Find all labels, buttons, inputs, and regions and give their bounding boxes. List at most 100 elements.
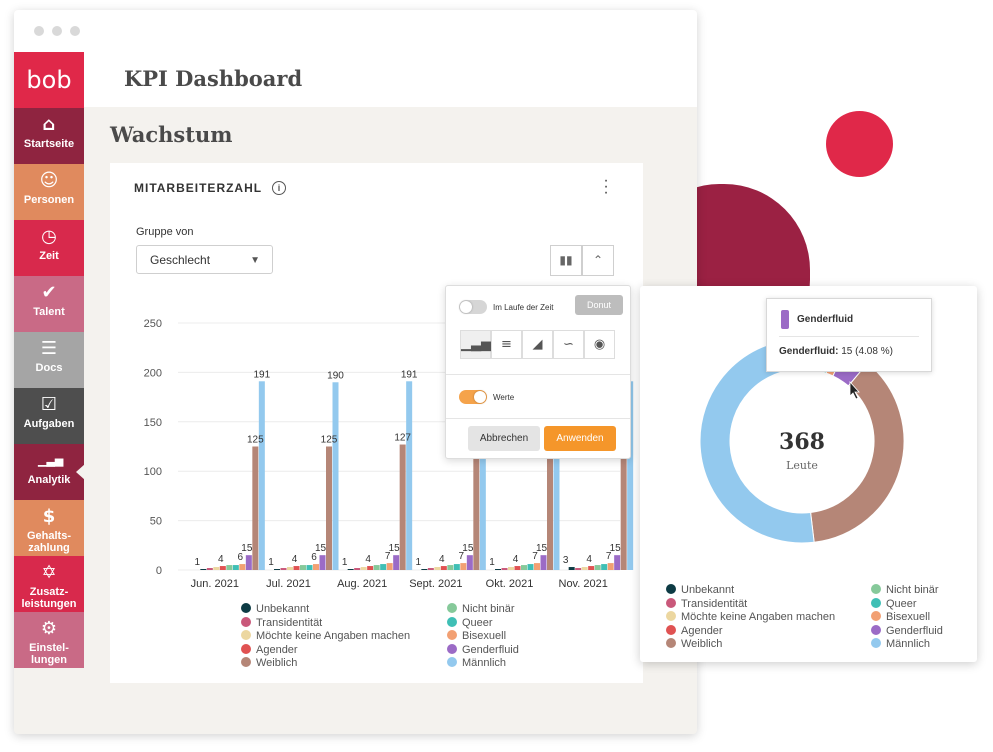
horizontal-bar-type-button[interactable]: ≡ (491, 330, 522, 359)
bar-unbekannt[interactable] (495, 569, 501, 570)
bar-möchte-keine-angaben-machen[interactable] (287, 567, 293, 570)
legend-item[interactable]: Nicht binär (871, 584, 939, 597)
bar-queer[interactable] (601, 564, 608, 570)
bar-unbekannt[interactable] (200, 569, 207, 570)
values-toggle[interactable] (459, 390, 487, 404)
sidebar-item-zusatzleistungen[interactable]: ✡ Zusatz- leistungen (14, 556, 84, 612)
bob-logo[interactable]: bob (14, 52, 84, 108)
legend-item[interactable]: Weiblich (241, 657, 297, 670)
legend-item[interactable]: Bisexuell (871, 611, 930, 624)
bar-agender[interactable] (588, 566, 595, 570)
bar-weiblich[interactable] (252, 446, 259, 571)
chart-type-button[interactable]: ▮▮ (550, 245, 582, 276)
bar-agender[interactable] (440, 566, 447, 570)
legend-item[interactable]: Queer (871, 597, 917, 611)
bar-agender[interactable] (219, 566, 226, 570)
bar-transidentität[interactable] (354, 568, 361, 570)
line-type-button[interactable]: ∽ (553, 330, 584, 359)
bar-unbekannt[interactable] (274, 569, 280, 570)
bar-transidentität[interactable] (280, 568, 287, 570)
bar-genderfluid[interactable] (393, 555, 400, 570)
bar-nicht-binär[interactable] (226, 565, 233, 570)
bar-weiblich[interactable] (547, 444, 553, 570)
legend-item[interactable]: Nicht binär (447, 603, 515, 616)
bar-queer[interactable] (306, 565, 313, 570)
legend-item[interactable]: Transidentität (666, 597, 747, 611)
group-by-select[interactable]: Geschlecht ▼ (136, 245, 273, 274)
legend-item[interactable]: Transidentität (241, 616, 322, 630)
bar-agender[interactable] (367, 566, 374, 570)
bar-bisexuell[interactable] (386, 563, 393, 570)
legend-item[interactable]: Agender (241, 643, 298, 657)
bar-männlich[interactable] (479, 381, 486, 570)
bar-transidentität[interactable] (206, 568, 213, 570)
bar-genderfluid[interactable] (540, 555, 547, 570)
bar-männlich[interactable] (258, 381, 265, 570)
sidebar-item-aufgaben[interactable]: ☑ Aufgaben (14, 388, 84, 444)
legend-item[interactable]: Möchte keine Angaben machen (666, 611, 835, 624)
sidebar-item-einstellungen[interactable]: ⚙ Einstel- lungen (14, 612, 84, 668)
collapse-button[interactable]: ⌃ (582, 245, 614, 276)
legend-item[interactable]: Männlich (871, 638, 930, 651)
bar-nicht-binär[interactable] (594, 565, 601, 570)
legend-item[interactable]: Möchte keine Angaben machen (241, 630, 410, 643)
bar-genderfluid[interactable] (245, 555, 252, 570)
bar-transidentität[interactable] (501, 568, 508, 570)
bar-möchte-keine-angaben-machen[interactable] (360, 567, 367, 570)
over-time-toggle[interactable] (459, 300, 487, 314)
legend-item[interactable]: Queer (447, 616, 493, 630)
legend-item[interactable]: Bisexuell (447, 630, 506, 643)
legend-item[interactable]: Unbekannt (241, 603, 309, 616)
more-options-icon[interactable]: · · · (603, 172, 609, 201)
bar-bisexuell[interactable] (313, 564, 319, 570)
legend-item[interactable]: Agender (666, 624, 723, 638)
sidebar-item-startseite[interactable]: ⌂ Startseite (14, 108, 84, 164)
bar-agender[interactable] (514, 566, 521, 570)
legend-item[interactable]: Weiblich (666, 638, 722, 651)
legend-item[interactable]: Unbekannt (666, 584, 734, 597)
bar-nicht-binär[interactable] (373, 565, 380, 570)
sidebar-item-gehaltszahlung[interactable]: $ Gehalts- zahlung (14, 500, 84, 556)
sidebar-item-zeit[interactable]: ◷ Zeit (14, 220, 84, 276)
bar-queer[interactable] (232, 565, 239, 570)
bar-transidentität[interactable] (575, 568, 582, 570)
bar-agender[interactable] (293, 566, 300, 570)
sidebar-item-docs[interactable]: ☰ Docs (14, 332, 84, 388)
bar-männlich[interactable] (332, 382, 339, 570)
sidebar-item-personen[interactable]: ☺ Personen (14, 164, 84, 220)
slice-weiblich[interactable] (810, 362, 905, 543)
sidebar-item-analytik[interactable]: ▁▃▅ Analytik (14, 444, 85, 500)
area-type-button[interactable]: ◢ (522, 330, 553, 359)
bar-type-button[interactable]: ▁▃▅ (460, 330, 491, 359)
bar-bisexuell[interactable] (460, 563, 467, 570)
bar-weiblich[interactable] (473, 444, 480, 570)
legend-item[interactable]: Genderfluid (447, 643, 519, 657)
bar-queer[interactable] (453, 564, 460, 570)
bar-unbekannt[interactable] (347, 569, 354, 570)
bar-weiblich[interactable] (620, 444, 627, 570)
bar-genderfluid[interactable] (319, 555, 326, 570)
legend-item[interactable]: Genderfluid (871, 624, 943, 638)
bar-möchte-keine-angaben-machen[interactable] (508, 567, 514, 570)
bar-genderfluid[interactable] (466, 555, 473, 570)
bar-queer[interactable] (527, 564, 534, 570)
bar-nicht-binär[interactable] (521, 565, 527, 570)
bar-unbekannt[interactable] (421, 569, 428, 570)
bar-unbekannt[interactable] (568, 567, 575, 570)
bar-männlich[interactable] (406, 381, 413, 570)
bar-bisexuell[interactable] (534, 563, 540, 570)
donut-type-button[interactable]: ◉ (584, 330, 615, 359)
sidebar-item-talent[interactable]: ✔ Talent (14, 276, 84, 332)
bar-weiblich[interactable] (326, 446, 332, 571)
bar-transidentität[interactable] (427, 568, 434, 570)
bar-möchte-keine-angaben-machen[interactable] (581, 567, 588, 570)
bar-männlich[interactable] (553, 381, 560, 570)
bar-queer[interactable] (380, 564, 387, 570)
info-icon[interactable]: i (272, 181, 286, 195)
bar-nicht-binär[interactable] (447, 565, 454, 570)
bar-genderfluid[interactable] (614, 555, 621, 570)
bar-möchte-keine-angaben-machen[interactable] (213, 567, 220, 570)
legend-item[interactable]: Männlich (447, 657, 506, 670)
bar-männlich[interactable] (627, 381, 634, 570)
bar-bisexuell[interactable] (239, 564, 246, 570)
